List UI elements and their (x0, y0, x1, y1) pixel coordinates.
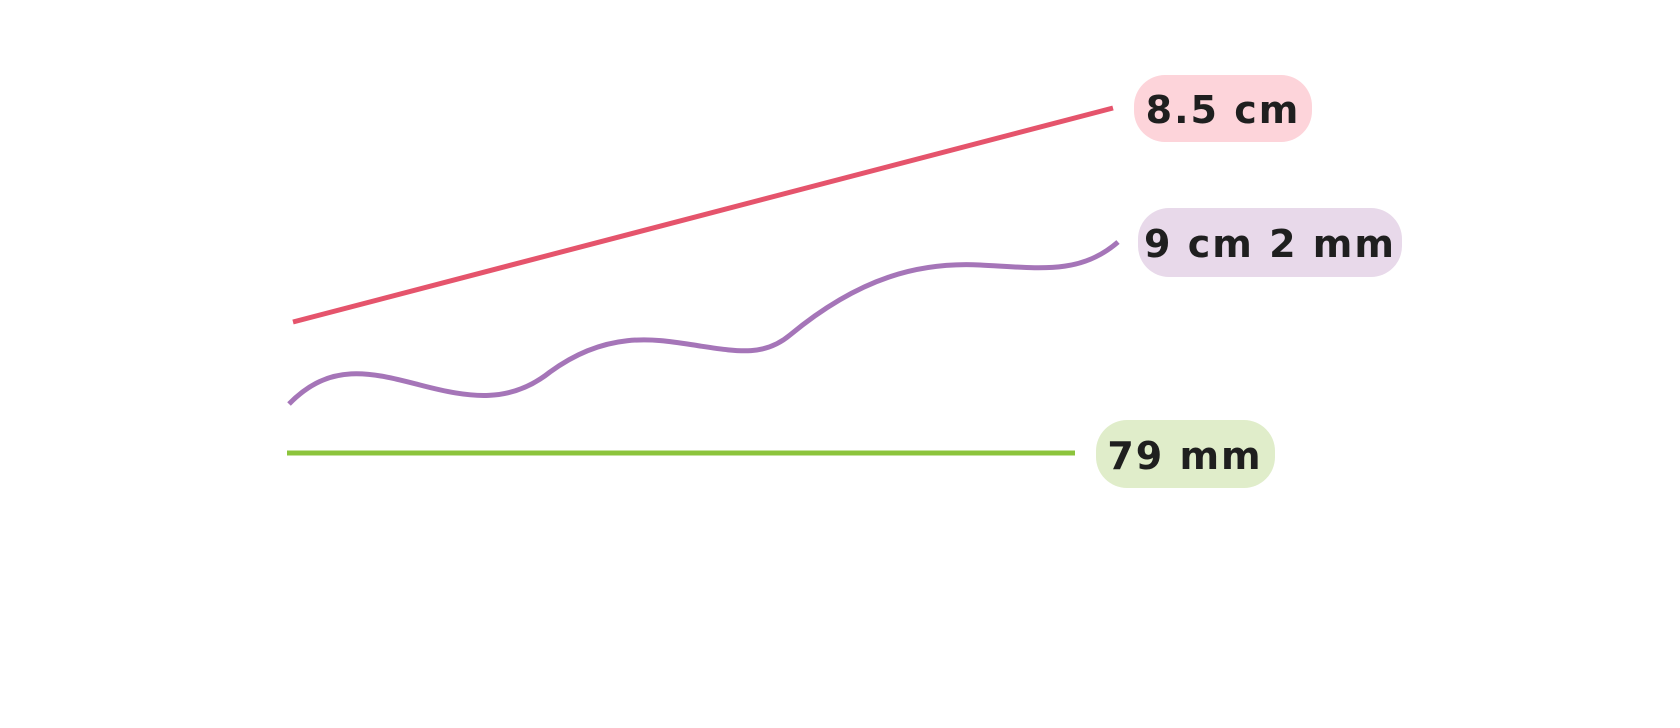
line-group-wavy: 9 cm 2 mm (287, 208, 1402, 406)
line-group-slanted: 8.5 cm (292, 75, 1312, 325)
wavy-line-label-bg (1138, 208, 1402, 277)
slanted-line (292, 105, 1114, 325)
slanted-line-label: 8.5 cm (1146, 88, 1301, 132)
wavy-line (287, 240, 1120, 406)
line-group-horizontal: 79 mm (287, 420, 1275, 488)
horizontal-line-label-bg (1096, 420, 1275, 488)
slanted-line-label-bg (1134, 75, 1312, 142)
horizontal-line-label: 79 mm (1107, 434, 1262, 478)
wavy-line-label: 9 cm 2 mm (1144, 222, 1396, 266)
